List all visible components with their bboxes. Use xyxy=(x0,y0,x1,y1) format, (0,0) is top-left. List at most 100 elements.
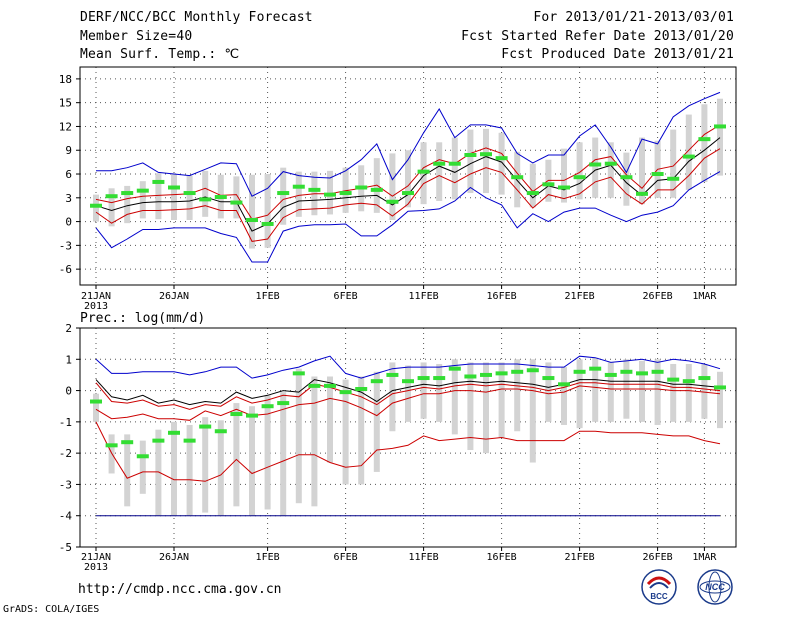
median-marker xyxy=(589,162,602,167)
produced-date: Fcst Produced Date 2013/01/21 xyxy=(501,47,734,62)
y-tick-label: 2 xyxy=(65,322,72,335)
ensemble-box xyxy=(514,359,521,432)
median-marker xyxy=(620,175,633,180)
ensemble-box xyxy=(155,429,162,516)
ensemble-box xyxy=(264,395,271,510)
y-tick-label: 6 xyxy=(65,168,72,181)
ensemble-box xyxy=(405,150,411,208)
x-tick-label: 26JAN xyxy=(159,552,189,563)
min-line xyxy=(95,171,721,263)
median-marker xyxy=(386,199,399,204)
median-marker xyxy=(417,169,430,174)
median-marker xyxy=(667,176,680,181)
median-marker xyxy=(480,152,492,157)
ensemble-box xyxy=(514,151,521,208)
x-tick-label: 26FEB xyxy=(643,291,673,302)
median-marker xyxy=(573,175,586,180)
median-marker xyxy=(261,221,274,226)
max-line xyxy=(95,355,721,379)
forecast-period: For 2013/01/21-2013/03/01 xyxy=(533,10,734,25)
median-marker xyxy=(433,161,446,166)
median-marker xyxy=(90,203,102,208)
median-marker xyxy=(604,161,617,166)
spread-upper-line xyxy=(95,382,721,410)
ensemble-box xyxy=(233,403,240,507)
median-marker xyxy=(698,137,711,142)
ensemble-box xyxy=(592,357,599,422)
median-marker xyxy=(542,182,555,187)
median-marker xyxy=(277,191,290,196)
y-tick-label: -3 xyxy=(59,239,72,252)
ensemble-box xyxy=(561,148,567,203)
ncc-logo-text: NCC xyxy=(705,582,725,592)
mean-line xyxy=(95,379,721,406)
ensemble-box xyxy=(607,142,614,198)
median-marker xyxy=(214,429,227,434)
ensemble-box xyxy=(639,137,645,205)
ensemble-box xyxy=(108,188,115,227)
chart-title: DERF/NCC/BCC Monthly Forecast xyxy=(80,10,313,25)
y-tick-label: 12 xyxy=(59,120,72,133)
ensemble-box xyxy=(233,176,240,219)
ensemble-box xyxy=(93,393,99,422)
spread-lower-line xyxy=(95,148,721,242)
grads-credit: GrADS: COLA/IGES xyxy=(3,604,100,615)
x-year-label: 2013 xyxy=(84,301,108,312)
median-marker xyxy=(370,187,383,192)
x-tick-label: 16FEB xyxy=(487,291,517,302)
median-marker xyxy=(386,372,399,377)
website-url[interactable]: http://cmdp.ncc.cma.gov.cn xyxy=(78,582,282,597)
ensemble-box xyxy=(670,363,677,422)
spread-lower-line xyxy=(95,385,721,421)
temperature-panel: -6 -3 0 3 6 9 12 15 18 21JAN 26JAN 1FEB 6FEB 11FEB 16F… xyxy=(59,66,737,312)
x-tick-label: 6FEB xyxy=(334,552,358,563)
ensemble-box xyxy=(389,362,396,432)
ensemble-box xyxy=(717,371,723,429)
median-marker xyxy=(651,172,664,177)
y-tick-label: 0 xyxy=(65,216,72,229)
median-marker xyxy=(495,156,508,161)
member-size: Member Size=40 xyxy=(80,29,193,44)
ensemble-box xyxy=(186,175,193,220)
ensemble-box xyxy=(124,185,131,224)
ensemble-box xyxy=(685,114,692,190)
y-tick-label: 0 xyxy=(65,385,72,398)
median-marker xyxy=(168,185,180,190)
y-tick-label: -1 xyxy=(59,416,72,429)
y-tick-label: 15 xyxy=(59,97,72,110)
median-marker xyxy=(402,379,414,384)
ensemble-box xyxy=(405,365,411,422)
ensemble-box xyxy=(280,167,287,225)
median-marker xyxy=(682,154,695,159)
median-marker xyxy=(370,379,383,384)
ensemble-box xyxy=(483,362,489,454)
plot-frame xyxy=(79,66,737,286)
median-marker xyxy=(526,368,539,373)
median-marker xyxy=(667,377,680,382)
ensemble-box xyxy=(592,137,599,198)
bcc-logo: BCC xyxy=(641,569,677,605)
x-tick-label: 1MAR xyxy=(692,552,717,563)
y-tick-label: -6 xyxy=(59,263,72,276)
median-marker xyxy=(464,152,477,157)
precipitation-panel: -5 -4 -3 -2 -1 0 1 2 21JAN 26JAN 1FEB 6FEB 11FEB 16FE… xyxy=(59,311,737,573)
x-tick-label: 21FEB xyxy=(565,291,595,302)
ensemble-box xyxy=(451,137,458,200)
median-marker xyxy=(199,197,212,202)
y-tick-label: -5 xyxy=(59,541,72,554)
median-marker xyxy=(620,369,633,374)
ensemble-box xyxy=(264,174,271,248)
ensemble-box xyxy=(529,359,536,463)
ensemble-box xyxy=(327,376,333,463)
median-marker xyxy=(433,376,446,381)
ensemble-box xyxy=(498,362,505,438)
median-marker xyxy=(152,179,165,184)
ensemble-box xyxy=(139,440,146,494)
median-marker xyxy=(230,200,243,205)
median-marker xyxy=(698,376,711,381)
median-marker xyxy=(90,399,102,404)
y-tick-label: 18 xyxy=(59,73,72,86)
ensemble-box xyxy=(202,170,209,217)
median-marker xyxy=(292,371,305,376)
